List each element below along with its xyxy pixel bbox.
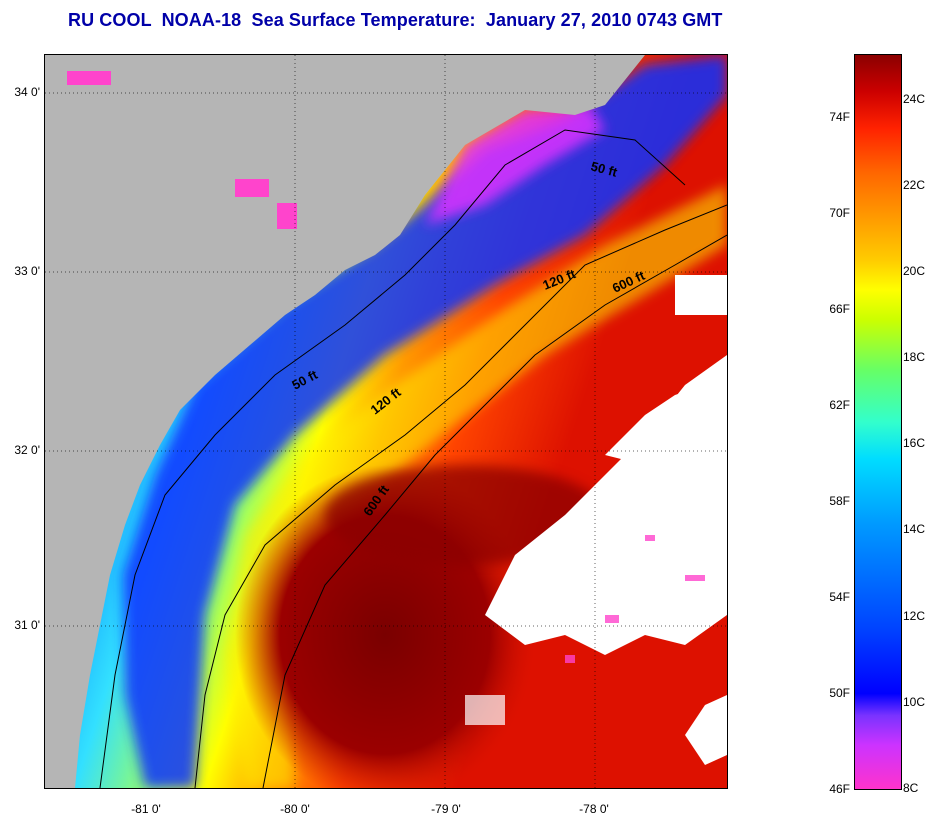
contour-label: 50 ft [589, 158, 619, 180]
colorbar-label-f: 62F [829, 398, 850, 412]
lat-label: 34 0' [14, 85, 40, 99]
contour-50ft [99, 129, 686, 788]
lat-label: 33 0' [14, 264, 40, 278]
colorbar-label-f: 66F [829, 302, 850, 316]
lat-label: 31 0' [14, 618, 40, 632]
colorbar-label-f: 58F [829, 494, 850, 508]
colorbar-label-c: 24C [903, 92, 926, 106]
contour-600ft [262, 234, 727, 788]
contour-120ft [194, 204, 727, 788]
colorbar-label-f: 70F [829, 206, 850, 220]
chart-title: RU COOL NOAA-18 Sea Surface Temperature:… [68, 10, 723, 30]
land [45, 55, 645, 788]
cloud-cover [465, 275, 727, 765]
lon-label: -78 0' [579, 802, 609, 816]
colorbar-label-f: 74F [829, 110, 850, 124]
sst-map-canvas: 50 ft 50 ft 120 ft 120 ft 600 ft 600 ft [45, 55, 727, 788]
graticule [45, 55, 727, 788]
colorbar-label-c: 22C [903, 178, 926, 192]
cold-bay-water [425, 105, 605, 225]
sst-map[interactable]: 50 ft 50 ft 120 ft 120 ft 600 ft 600 ft [44, 54, 728, 789]
colorbar-label-c: 12C [903, 609, 926, 623]
inland-lakes [67, 71, 297, 229]
colorbar-label-f: 54F [829, 590, 850, 604]
cold-band [123, 55, 727, 788]
lon-label: -79 0' [431, 802, 461, 816]
colorbar-label-c: 20C [903, 264, 926, 278]
lon-label: -80 0' [280, 802, 310, 816]
colorbar-label-c: 18C [903, 350, 926, 364]
colorbar-label-f: 50F [829, 686, 850, 700]
temperature-colorbar [854, 54, 902, 790]
lat-label: 32 0' [14, 443, 40, 457]
lon-label: -81 0' [131, 802, 161, 816]
colorbar-label-c: 10C [903, 695, 926, 709]
colorbar-label-c: 16C [903, 436, 926, 450]
depth-contours [99, 129, 727, 788]
colorbar-label-c: 8C [903, 781, 919, 795]
colorbar-label-f: 46F [829, 782, 850, 796]
colorbar-label-c: 14C [903, 522, 926, 536]
